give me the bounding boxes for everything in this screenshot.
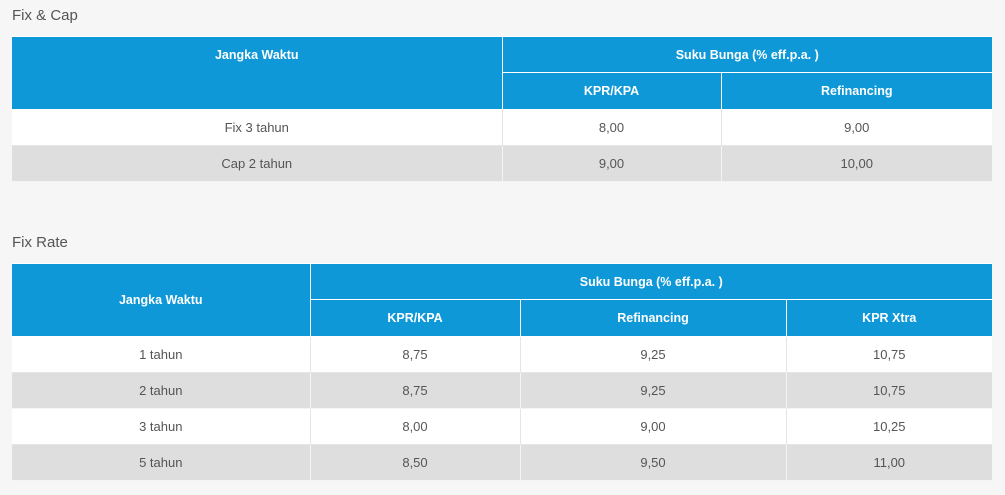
cell-kpr-kpa: 8,75 bbox=[309, 336, 521, 373]
column-header-suku-bunga: Suku Bunga (% eff.p.a. ) bbox=[309, 263, 993, 300]
rate-table-fix-rate: Jangka Waktu Suku Bunga (% eff.p.a. ) KP… bbox=[12, 263, 993, 481]
table-row: 5 tahun 8,50 9,50 11,00 bbox=[12, 444, 993, 481]
cell-kpr-kpa: 8,00 bbox=[309, 408, 521, 445]
column-header-suku-bunga: Suku Bunga (% eff.p.a. ) bbox=[501, 36, 992, 73]
cell-kpr-kpa: 9,00 bbox=[501, 145, 722, 182]
cell-kpr-xtra: 10,25 bbox=[785, 408, 993, 445]
cell-jangka: 1 tahun bbox=[12, 336, 311, 373]
table-row: Cap 2 tahun 9,00 10,00 bbox=[12, 145, 992, 182]
cell-refinancing: 9,00 bbox=[720, 109, 992, 146]
column-header-kpr-kpa: KPR/KPA bbox=[310, 299, 521, 337]
cell-jangka: 2 tahun bbox=[12, 372, 311, 409]
cell-jangka: Cap 2 tahun bbox=[12, 145, 503, 182]
cell-refinancing: 9,25 bbox=[519, 372, 787, 409]
cell-refinancing: 9,25 bbox=[519, 336, 787, 373]
column-header-jangka-waktu: Jangka Waktu bbox=[12, 263, 311, 337]
column-header-kpr-xtra: KPR Xtra bbox=[785, 299, 993, 337]
column-header-kpr-kpa: KPR/KPA bbox=[502, 72, 722, 110]
column-header-refinancing: Refinancing bbox=[519, 299, 787, 337]
cell-kpr-xtra: 11,00 bbox=[785, 444, 993, 481]
cell-refinancing: 9,50 bbox=[519, 444, 787, 481]
cell-jangka: Fix 3 tahun bbox=[12, 109, 503, 146]
cell-jangka: 3 tahun bbox=[12, 408, 311, 445]
rate-table-fix-cap: Jangka Waktu Suku Bunga (% eff.p.a. ) KP… bbox=[12, 36, 992, 182]
cell-kpr-kpa: 8,75 bbox=[309, 372, 521, 409]
table-row: 1 tahun 8,75 9,25 10,75 bbox=[12, 336, 993, 373]
cell-kpr-kpa: 8,50 bbox=[309, 444, 521, 481]
cell-refinancing: 9,00 bbox=[519, 408, 787, 445]
section-title-fix-rate: Fix Rate bbox=[12, 234, 68, 251]
cell-kpr-xtra: 10,75 bbox=[785, 336, 993, 373]
column-header-jangka-waktu: Jangka Waktu bbox=[12, 36, 503, 110]
cell-kpr-xtra: 10,75 bbox=[785, 372, 993, 409]
table-row: 3 tahun 8,00 9,00 10,25 bbox=[12, 408, 993, 445]
cell-jangka: 5 tahun bbox=[12, 444, 311, 481]
column-header-refinancing: Refinancing bbox=[720, 72, 992, 110]
table-row: 2 tahun 8,75 9,25 10,75 bbox=[12, 372, 993, 409]
section-title-fix-cap: Fix & Cap bbox=[12, 7, 78, 24]
table-row: Fix 3 tahun 8,00 9,00 bbox=[12, 109, 992, 146]
cell-refinancing: 10,00 bbox=[720, 145, 992, 182]
cell-kpr-kpa: 8,00 bbox=[501, 109, 722, 146]
